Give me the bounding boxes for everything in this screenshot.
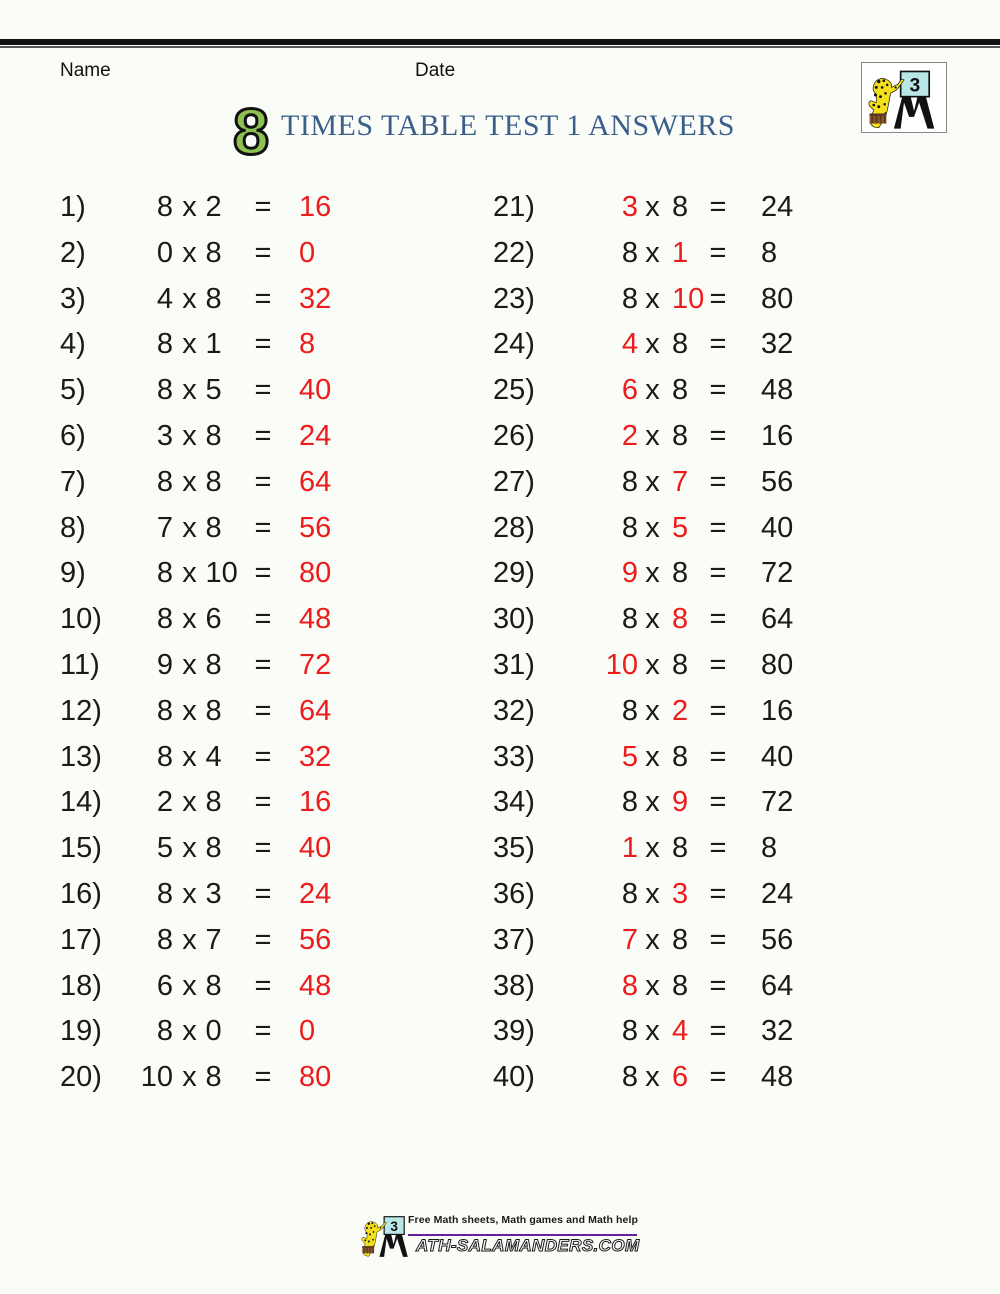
svg-text:3: 3: [910, 76, 921, 97]
svg-text:3: 3: [390, 1219, 398, 1234]
